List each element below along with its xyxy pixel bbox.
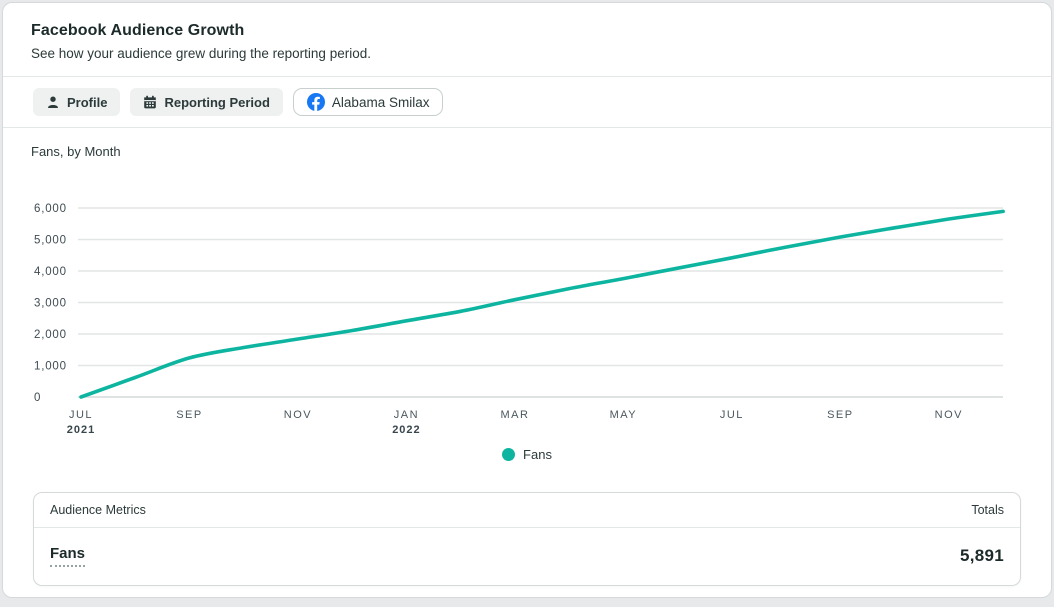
y-tick-label: 2,000	[34, 329, 67, 341]
x-tick-label: NOV	[935, 409, 963, 421]
metric-fans-label[interactable]: Fans	[50, 545, 86, 567]
report-header: Facebook Audience Growth See how your au…	[3, 3, 1051, 77]
page-title: Facebook Audience Growth	[31, 22, 245, 39]
profile-filter-label: Profile	[67, 94, 108, 110]
x-tick-year-label: 2021	[67, 424, 95, 436]
filter-bar: Profile Reporting Period Alabama	[3, 77, 1051, 128]
chart-section: Fans, by Month 6,000 5,000 4,000 3,000 2,000…	[3, 128, 1051, 462]
chart-title: Fans, by Month	[31, 144, 121, 159]
y-tick-label: 5,000	[34, 235, 67, 247]
y-tick-label: 3,000	[34, 298, 67, 310]
x-tick-label: JUL	[720, 409, 744, 421]
report-card: Facebook Audience Growth See how your au…	[2, 2, 1052, 598]
fans-line-chart: 6,000 5,000 4,000 3,000 2,000 1,000 0 JUL 2021 SE…	[34, 203, 1005, 436]
calendar-icon	[144, 95, 157, 109]
metrics-table-header: Audience Metrics Totals	[34, 493, 1020, 528]
person-icon	[48, 96, 58, 108]
y-tick-label: 6,000	[34, 203, 67, 215]
page-subtitle: See how your audience grew during the re…	[31, 46, 371, 61]
fans-series-dot	[502, 447, 516, 461]
audience-metrics-card: Audience Metrics Totals Fans 5,891	[33, 492, 1021, 586]
table-row: Fans 5,891	[34, 528, 1020, 585]
account-chip-alabama-smilax[interactable]: Alabama Smilax	[292, 88, 444, 116]
fans-series-line	[79, 209, 1005, 399]
reporting-period-filter-chip[interactable]: Reporting Period	[130, 88, 283, 116]
facebook-icon	[306, 93, 325, 111]
metric-fans-total: 5,891	[959, 546, 1004, 565]
reporting-period-filter-label: Reporting Period	[164, 94, 270, 110]
y-tick-label: 0	[34, 392, 41, 404]
x-tick-label: JUL	[69, 409, 93, 421]
y-tick-label: 1,000	[34, 361, 67, 373]
x-tick-label: JAN	[394, 409, 419, 421]
x-tick-label: SEP	[827, 409, 854, 421]
metrics-section: Audience Metrics Totals Fans 5,891	[3, 492, 1051, 586]
x-tick-label: SEP	[176, 409, 203, 421]
profile-filter-chip[interactable]: Profile	[33, 88, 121, 116]
metrics-header-label: Audience Metrics	[50, 503, 146, 517]
totals-header-label: Totals	[971, 503, 1004, 517]
x-tick-year-label: 2022	[392, 424, 420, 436]
legend-item-fans[interactable]: Fans	[31, 446, 1023, 462]
y-tick-label: 4,000	[34, 266, 67, 278]
legend-label: Fans	[523, 446, 552, 462]
x-tick-label: NOV	[284, 409, 312, 421]
x-tick-label: MAY	[610, 409, 638, 421]
account-chip-label: Alabama Smilax	[331, 94, 430, 110]
x-tick-label: MAR	[500, 409, 529, 421]
